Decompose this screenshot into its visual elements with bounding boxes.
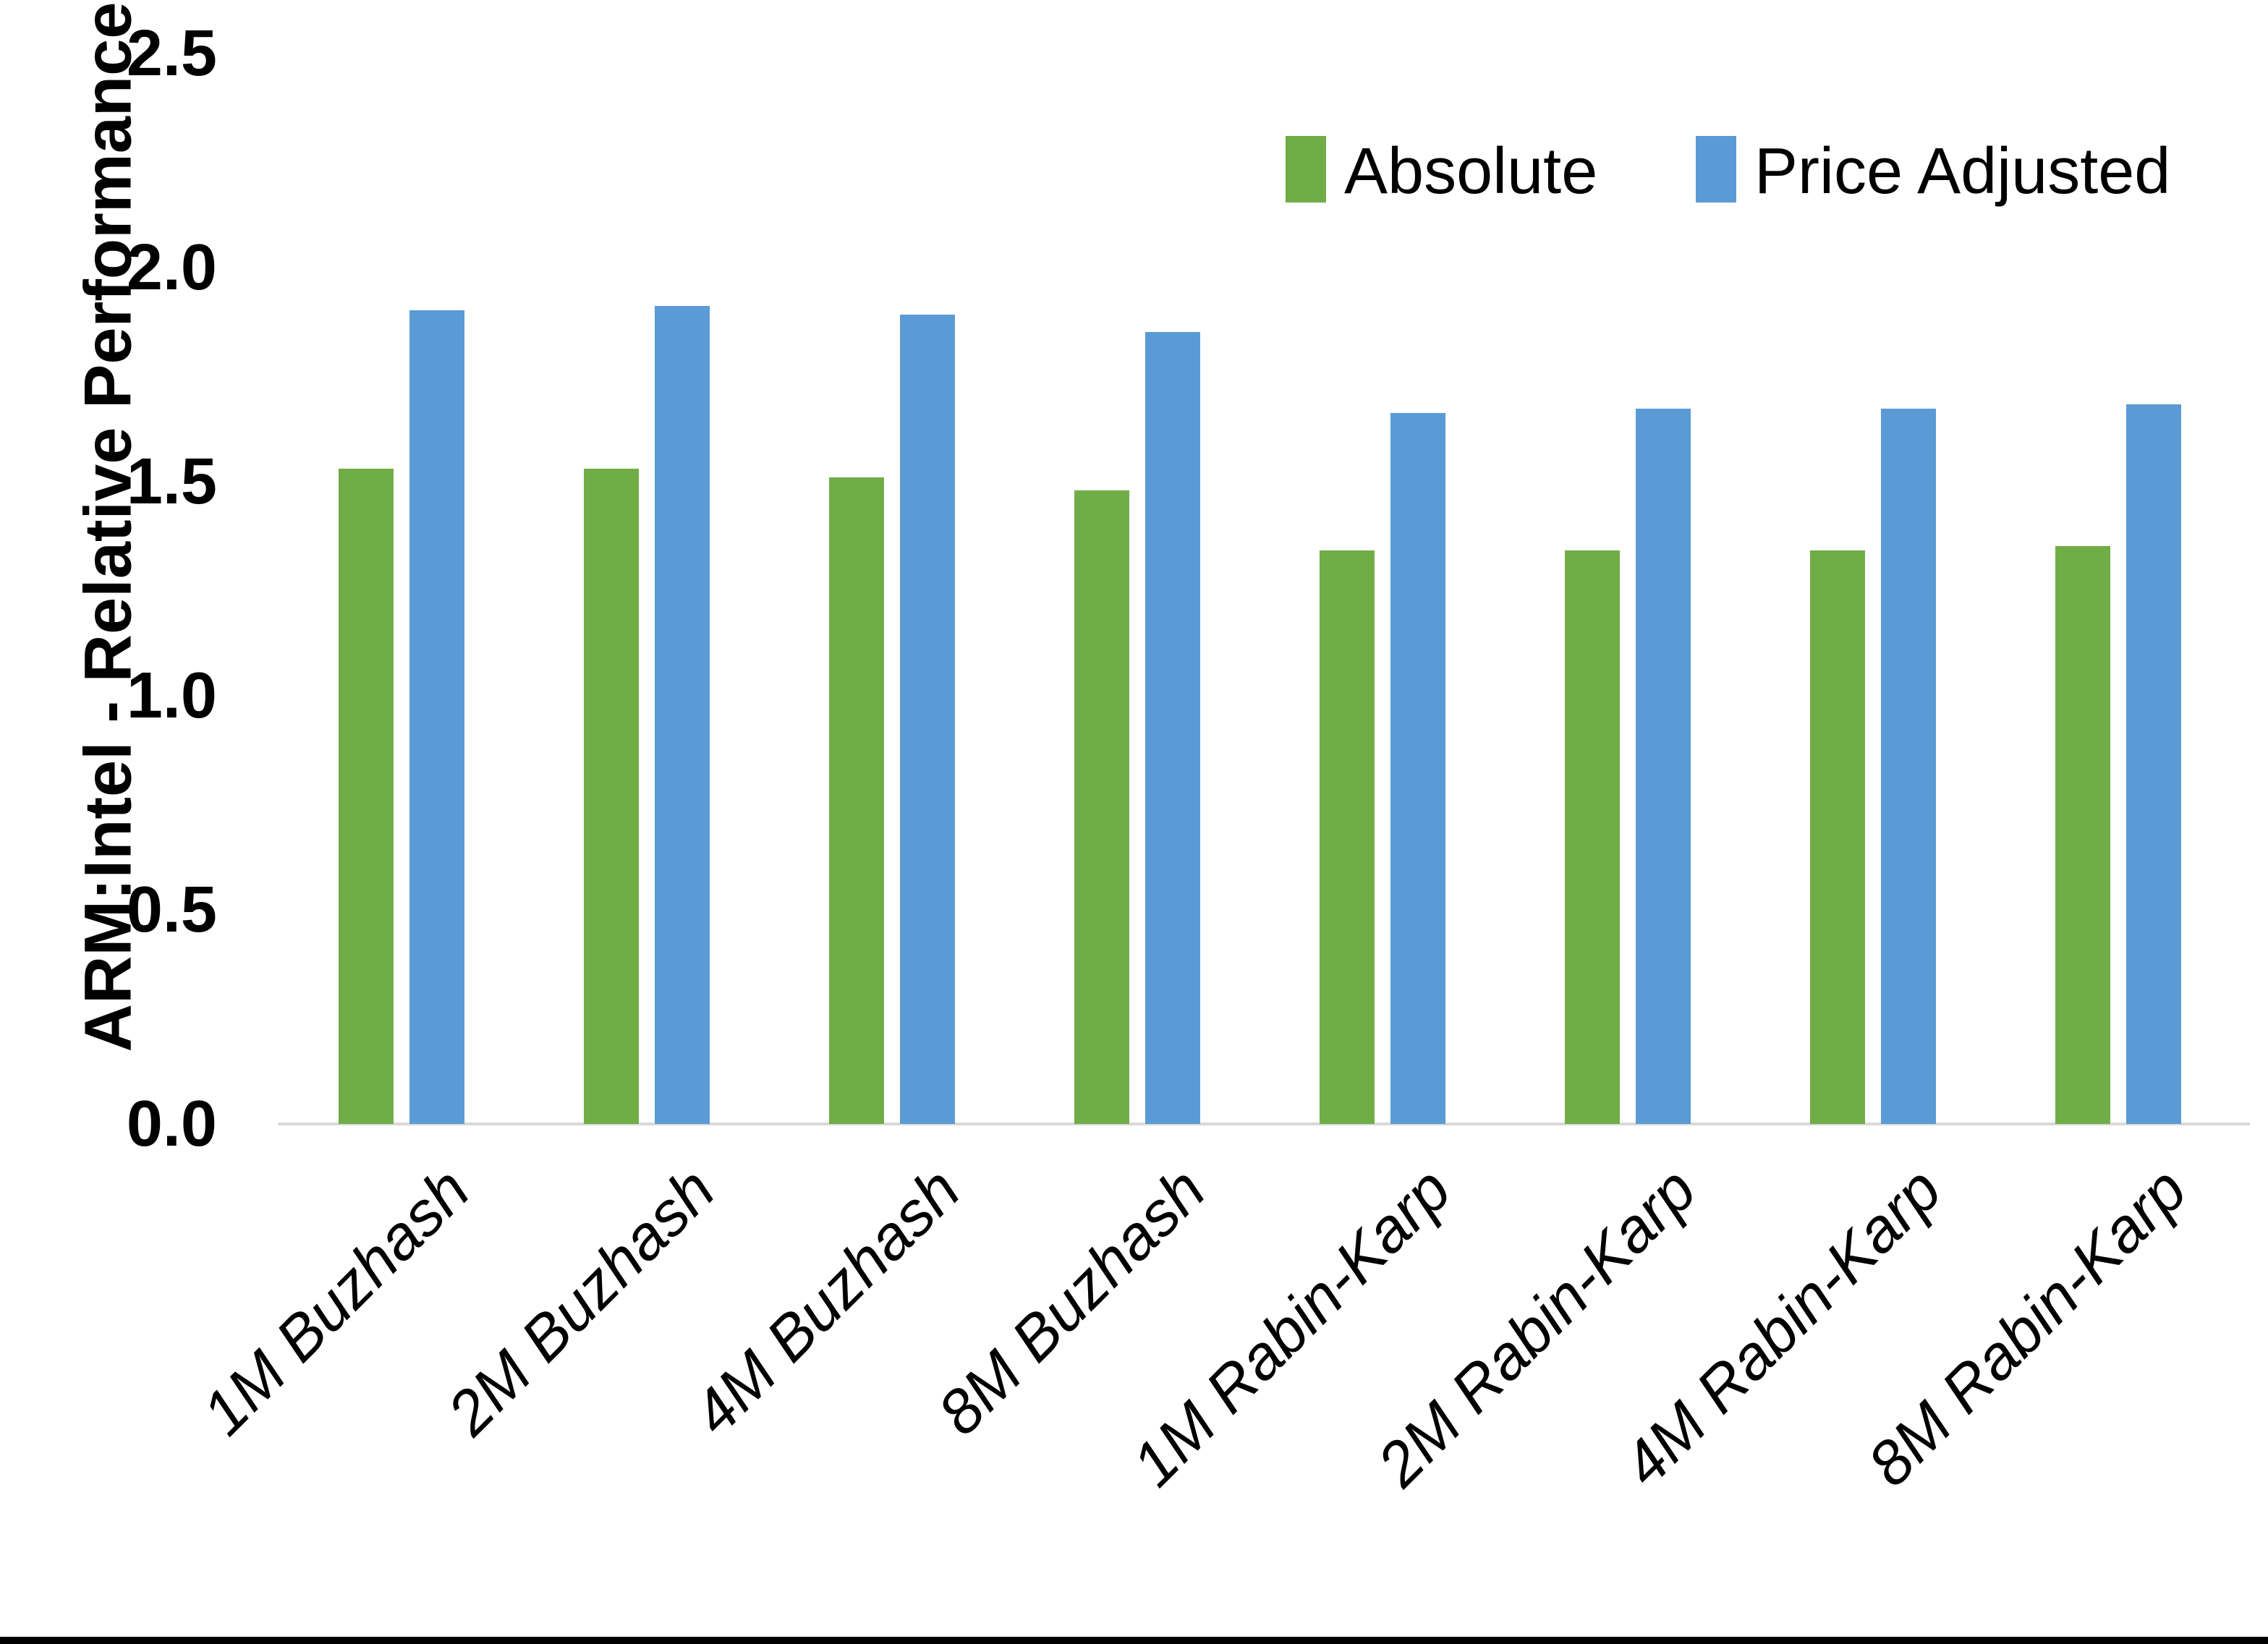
x-category-label: 1M Buzhash <box>189 1154 483 1449</box>
y-tick-label: 2.0 <box>126 231 217 304</box>
bar-price-adjusted <box>2126 404 2181 1124</box>
y-tick-label: 0.5 <box>126 874 217 946</box>
legend-swatch-absolute <box>1286 136 1326 203</box>
bar-price-adjusted <box>1636 409 1691 1124</box>
y-tick-label: 1.0 <box>126 660 217 732</box>
bottom-border-bar <box>0 1637 2268 1644</box>
bar-absolute <box>1565 550 1620 1124</box>
y-tick-label: 2.5 <box>126 17 217 90</box>
bar-absolute <box>1810 550 1865 1124</box>
y-tick-label: 1.5 <box>126 446 217 518</box>
bar-absolute <box>829 477 884 1124</box>
bar-absolute <box>1074 490 1129 1124</box>
y-tick-label: 0.0 <box>126 1088 217 1160</box>
bar-absolute <box>584 469 639 1124</box>
legend-swatch-price-adjusted <box>1696 136 1736 203</box>
bar-absolute <box>339 469 394 1124</box>
bar-price-adjusted <box>900 315 955 1124</box>
bar-price-adjusted <box>1881 409 1936 1124</box>
bar-price-adjusted <box>1145 332 1200 1124</box>
bar-price-adjusted <box>409 310 464 1124</box>
legend-label-absolute: Absolute <box>1344 135 1598 208</box>
bar-price-adjusted <box>655 306 710 1124</box>
bar-absolute <box>1320 550 1375 1124</box>
bar-price-adjusted <box>1390 413 1445 1124</box>
bar-absolute <box>2055 546 2110 1124</box>
x-axis-line <box>278 1123 2250 1125</box>
legend-label-price-adjusted: Price Adjusted <box>1754 135 2171 208</box>
